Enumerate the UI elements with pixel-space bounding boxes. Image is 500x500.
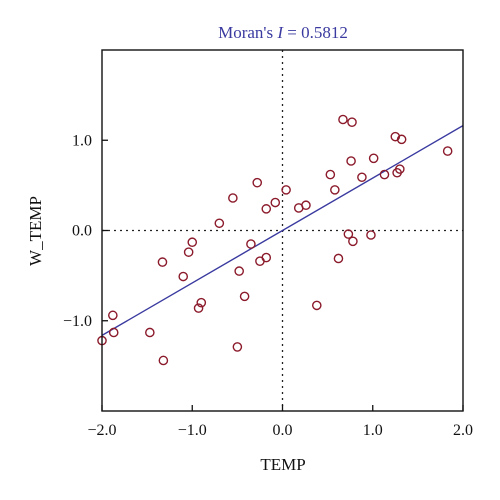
regression-line <box>101 124 464 337</box>
data-point <box>193 303 204 313</box>
data-point <box>396 134 407 145</box>
data-point <box>228 193 238 203</box>
data-point <box>281 185 291 195</box>
data-point <box>368 153 379 164</box>
data-point <box>346 156 356 166</box>
data-point <box>379 169 390 180</box>
x-tick-label: 2.0 <box>453 422 473 439</box>
data-point <box>214 218 225 229</box>
plot-area: −2.0 −1.0 0.0 1.0 2.0 −1.0 0.0 1.0 <box>63 49 473 439</box>
data-point <box>357 172 367 183</box>
data-point <box>187 237 198 248</box>
data-point <box>246 239 256 249</box>
y-tick-label: 0.0 <box>72 223 92 240</box>
data-point <box>325 169 336 180</box>
data-point <box>234 266 244 276</box>
data-point <box>239 291 250 302</box>
chart-title-value: = 0.5812 <box>283 23 348 42</box>
data-point <box>158 355 169 366</box>
chart-title: Moran's I = 0.5812 <box>218 23 348 42</box>
data-point <box>390 131 401 142</box>
data-point <box>366 230 376 240</box>
data-point <box>333 253 344 264</box>
data-point <box>343 229 354 239</box>
x-tick-label: −1.0 <box>178 422 207 439</box>
y-tick-label: −1.0 <box>63 313 92 330</box>
data-point <box>442 146 453 156</box>
x-tick-label: 1.0 <box>363 422 383 439</box>
data-point <box>145 327 155 338</box>
data-point <box>347 117 357 127</box>
data-point <box>261 252 272 263</box>
data-point <box>196 297 207 308</box>
data-point <box>183 247 194 257</box>
x-axis-title: TEMP <box>260 455 305 474</box>
data-point <box>108 327 119 338</box>
y-axis-title: W_TEMP <box>26 196 45 266</box>
data-point <box>157 257 168 267</box>
x-tick-label: −2.0 <box>87 422 116 439</box>
data-point <box>395 164 405 174</box>
data-point <box>311 300 322 311</box>
data-point <box>252 177 263 188</box>
data-point <box>178 271 189 282</box>
chart-title-statistic: I <box>276 23 284 42</box>
data-point <box>270 197 281 208</box>
data-point <box>108 310 118 321</box>
data-point <box>338 114 348 125</box>
chart-title-prefix: Moran's <box>218 23 277 42</box>
data-point <box>330 185 340 195</box>
data-point <box>232 342 243 352</box>
y-tick-label: 1.0 <box>72 132 92 149</box>
data-point <box>301 200 311 211</box>
x-tick-label: 0.0 <box>273 422 293 439</box>
data-point <box>348 236 358 247</box>
data-point <box>261 204 272 214</box>
